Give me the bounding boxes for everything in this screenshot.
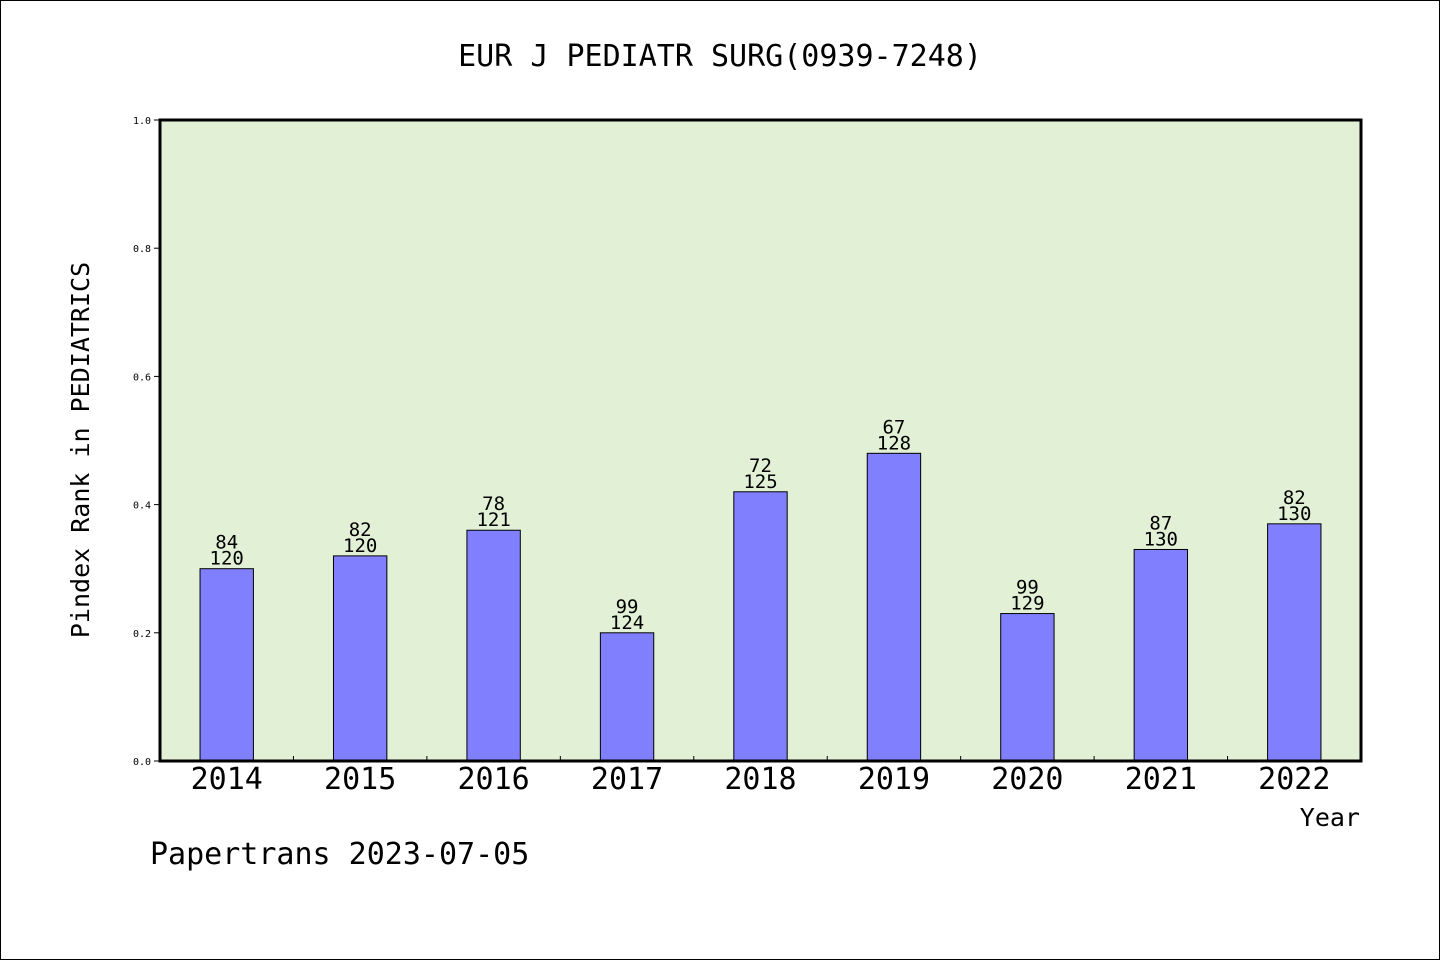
bar-rank-label: 72 (749, 455, 772, 477)
x-tick-label: 2018 (724, 762, 796, 797)
y-axis-label: Pindex Rank in PEDIATRICS (66, 262, 95, 638)
y-axis: 0.0 0.2 0.4 0.6 0.8 1.0 (133, 116, 160, 768)
x-tick-label: 2014 (191, 762, 263, 797)
bar-2018 (733, 491, 788, 762)
y-tick-label: 0.0 (133, 757, 151, 768)
x-tick-label: 2022 (1258, 762, 1330, 797)
bar-total-label: 125 (743, 471, 777, 493)
bar-rank-label: 99 (616, 596, 639, 618)
bar-total-label: 130 (1277, 503, 1311, 525)
bar-rank-label: 99 (1016, 577, 1039, 599)
bar-2020 (1000, 613, 1055, 762)
y-tick-label: 0.4 (133, 501, 151, 512)
y-tick-label: 0.8 (133, 244, 151, 255)
x-tick-label: 2016 (457, 762, 529, 797)
bar-rank-label: 84 (215, 532, 238, 554)
x-tick-label: 2020 (991, 762, 1063, 797)
x-axis: 2014 2015 2016 2017 2018 2019 2020 2021 2022 (191, 756, 1330, 797)
bar-2015 (332, 555, 388, 762)
bar-rank-label: 87 (1149, 512, 1172, 534)
bar-2014 (199, 568, 254, 762)
footer-credit: Papertrans 2023-07-05 (150, 837, 529, 872)
bar-2021 (1133, 548, 1189, 762)
bar-rank-label: 67 (882, 416, 905, 438)
bar-total-label: 121 (476, 509, 510, 531)
chart-title: EUR J PEDIATR SURG(0939-7248) (458, 39, 982, 74)
bar-rank-label: 78 (482, 493, 505, 515)
bar-rank-label: 82 (349, 519, 372, 541)
bar-2017 (599, 632, 655, 762)
plot-border (158, 118, 1363, 763)
bar-total-label: 120 (343, 535, 377, 557)
x-tick-label: 2015 (324, 762, 396, 797)
x-tick-label: 2019 (858, 762, 930, 797)
bar-total-label: 128 (877, 432, 911, 454)
y-tick-label: 0.2 (133, 629, 151, 640)
x-axis-label: Year (1300, 803, 1360, 832)
x-tick-label: 2017 (591, 762, 663, 797)
bar-2022 (1267, 523, 1322, 762)
bar-total-label: 129 (1010, 593, 1044, 615)
y-tick-label: 1.0 (133, 116, 151, 127)
y-tick-label: 0.6 (133, 372, 151, 383)
bar-rank-label: 82 (1283, 487, 1306, 509)
bar-2016 (466, 529, 521, 762)
x-tick-label: 2021 (1125, 762, 1197, 797)
bar-total-label: 130 (1144, 528, 1178, 550)
bar-labels: 8412082120781219912472125671289912987130… (210, 416, 1312, 633)
bar-total-label: 120 (210, 548, 244, 570)
bar-2019 (866, 452, 922, 762)
bars (199, 452, 1322, 762)
bar-total-label: 124 (610, 612, 644, 634)
